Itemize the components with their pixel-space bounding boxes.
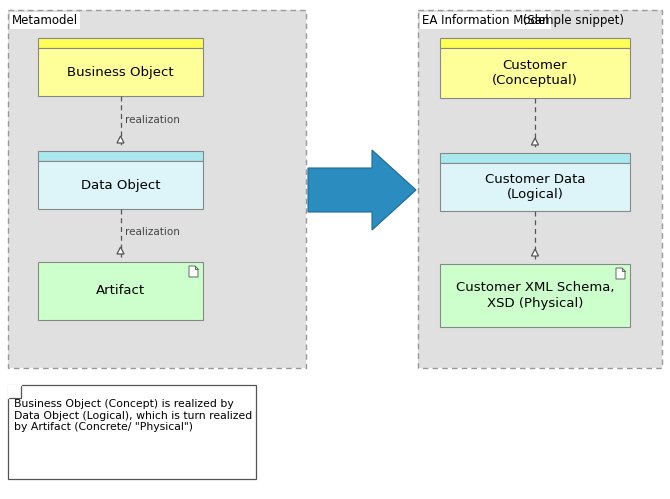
Bar (440, 153, 630, 163)
Bar (38, 48, 203, 96)
Bar (38, 38, 203, 48)
Text: Metamodel: Metamodel (12, 14, 78, 27)
Bar (8, 385, 256, 479)
Bar (440, 38, 630, 48)
Text: EA Information Model: EA Information Model (422, 14, 549, 27)
Bar (418, 10, 662, 368)
Polygon shape (8, 385, 21, 398)
Polygon shape (308, 150, 416, 230)
Polygon shape (117, 136, 124, 143)
Polygon shape (189, 266, 198, 277)
Text: Customer XML Schema,
XSD (Physical): Customer XML Schema, XSD (Physical) (456, 281, 614, 309)
Bar (38, 161, 203, 209)
Bar (440, 264, 630, 327)
Bar (38, 262, 203, 320)
Bar (8, 10, 306, 368)
Bar (38, 151, 203, 161)
Bar (440, 163, 630, 211)
Polygon shape (616, 268, 625, 279)
Text: Data Object: Data Object (81, 179, 160, 192)
Text: realization: realization (125, 227, 180, 237)
Text: Artifact: Artifact (96, 284, 145, 297)
Polygon shape (531, 249, 539, 256)
Bar (418, 10, 662, 368)
Bar (8, 10, 306, 368)
Text: Business Object: Business Object (67, 65, 174, 78)
Text: Customer
(Conceptual): Customer (Conceptual) (492, 59, 578, 87)
Text: (Sample snippet): (Sample snippet) (519, 14, 624, 27)
Text: realization: realization (125, 115, 180, 125)
Text: Business Object (Concept) is realized by
Data Object (Logical), which is turn re: Business Object (Concept) is realized by… (14, 399, 252, 432)
Polygon shape (117, 247, 124, 254)
Text: Customer Data
(Logical): Customer Data (Logical) (485, 173, 586, 201)
Polygon shape (531, 138, 539, 145)
Bar (440, 48, 630, 98)
